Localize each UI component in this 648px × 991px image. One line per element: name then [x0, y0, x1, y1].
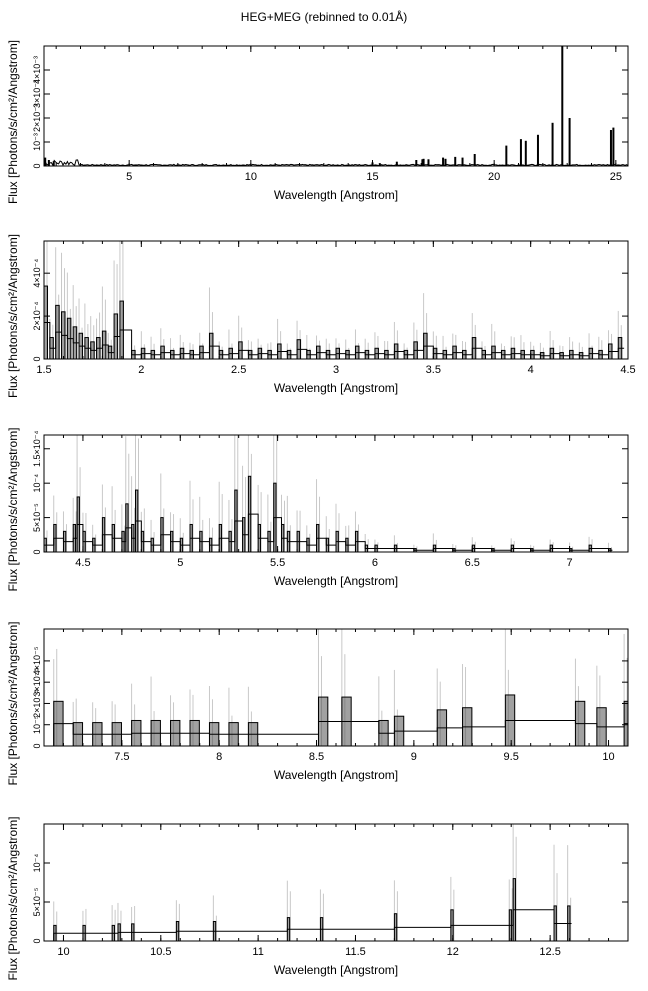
x-tick-label: 10.5	[150, 946, 171, 958]
panel-3: 4.5 5 5.5 6 6.5 7 0 5×10⁻⁵ 10⁻⁴ 1.5×10⁻⁴ Wavelengt…	[6, 427, 629, 592]
x-tick-label: 8.5	[309, 751, 324, 763]
x-tick-label: 4.5	[620, 364, 635, 376]
x-tick-label: 11	[252, 946, 263, 958]
chart-title: HEG+MEG (rebinned to 0.01Å)	[240, 10, 408, 24]
panel-4: 7.5 8 8.5 9 9.5 10 0 10⁻⁵2×10⁻⁵3×10⁻⁵4×10⁻⁵ Wave…	[6, 621, 629, 786]
y-tick-label: 4×10⁻³	[32, 56, 42, 84]
y-tick-label: 0	[32, 356, 42, 361]
x-axis-label: Wavelength [Angstrom]	[274, 188, 398, 202]
x-tick-label: 3.5	[426, 364, 441, 376]
y-axis-label: Flux [Photons/s/cm²/Angstrom]	[6, 234, 20, 398]
y-tick-label: 3×10⁻³	[32, 80, 42, 108]
y-tick-label: 1.5×10⁻⁴	[32, 430, 42, 467]
x-tick-label: 9	[411, 751, 417, 763]
x-tick-label: 12	[447, 946, 459, 958]
x-tick-label: 5	[177, 557, 183, 569]
histogram-outline	[53, 719, 628, 746]
panel-1: 5 10 15 20 25 0 10⁻³2×10⁻³3×10⁻³4×10⁻³ Waveleng…	[6, 40, 629, 204]
y-tick-label: 3×10⁻⁵	[32, 668, 42, 697]
x-tick-label: 10	[245, 171, 257, 183]
x-axis-label: Wavelength [Angstrom]	[274, 768, 398, 782]
y-tick-label: 0	[32, 743, 42, 748]
panel-5: 10 10.5 11 11.5 12 12.5 0 5×10⁻⁵ 10⁻⁴ Wavelength …	[6, 816, 629, 981]
x-tick-label: 2	[138, 364, 144, 376]
x-tick-label: 2.5	[231, 364, 246, 376]
x-axis-label: Wavelength [Angstrom]	[274, 963, 398, 977]
x-tick-label: 5.5	[270, 557, 285, 569]
y-tick-label: 10⁻⁵	[32, 715, 42, 734]
x-tick-label: 9.5	[504, 751, 519, 763]
plot-area	[44, 435, 613, 552]
spectrum-baseline	[44, 159, 628, 166]
y-axis-label: Flux [Photons/s/cm²/Angstrom]	[6, 40, 20, 204]
y-tick-label: 10⁻⁴	[32, 474, 42, 493]
y-axis-label: Flux [Photons/s/cm²/Angstrom]	[6, 621, 20, 785]
y-tick-label: 0	[32, 163, 42, 168]
x-tick-label: 7.5	[114, 751, 129, 763]
plot-area	[53, 824, 572, 941]
histogram-outline	[44, 322, 625, 359]
x-tick-label: 7	[567, 557, 573, 569]
y-tick-label: 5×10⁻⁵	[32, 887, 42, 916]
x-tick-label: 15	[366, 171, 378, 183]
x-axis-label: Wavelength [Angstrom]	[274, 574, 398, 588]
y-axis-label: Flux [Photons/s/cm²/Angstrom]	[6, 816, 20, 980]
y-tick-label: 2×10⁻⁴	[32, 302, 42, 331]
x-tick-label: 5	[126, 171, 132, 183]
x-tick-label: 3	[333, 364, 339, 376]
plot-area	[44, 46, 628, 166]
panel-2: 1.5 2 2.5 3 3.5 4 4.5 0 2×10⁻⁴ 4×10⁻⁴ Wavelength […	[6, 234, 636, 398]
y-tick-label: 4×10⁻⁵	[32, 646, 42, 675]
x-tick-label: 6.5	[465, 557, 480, 569]
plot-area	[53, 629, 628, 746]
y-tick-label: 0	[32, 549, 42, 554]
y-tick-label: 4×10⁻⁴	[32, 259, 42, 288]
histogram-outline	[44, 513, 613, 552]
x-tick-label: 12.5	[539, 946, 560, 958]
x-tick-label: 4	[528, 364, 534, 376]
x-axis-label: Wavelength [Angstrom]	[274, 381, 398, 395]
y-tick-label: 10⁻³	[32, 133, 42, 151]
x-tick-label: 11.5	[345, 946, 366, 958]
y-tick-label: 2×10⁻³	[32, 104, 42, 132]
x-tick-label: 25	[610, 171, 622, 183]
y-tick-label: 10⁻⁴	[32, 854, 42, 873]
x-tick-label: 10	[602, 751, 614, 763]
x-tick-label: 6	[372, 557, 378, 569]
plot-area	[44, 241, 625, 359]
y-tick-label: 2×10⁻⁵	[32, 689, 42, 718]
x-tick-label: 8	[216, 751, 222, 763]
y-tick-label: 5×10⁻⁵	[32, 503, 42, 532]
plot-frame	[43, 45, 629, 167]
x-tick-label: 20	[488, 171, 500, 183]
histogram-outline	[53, 909, 572, 941]
x-tick-label: 4.5	[75, 557, 90, 569]
x-tick-label: 10	[57, 946, 69, 958]
y-tick-label: 0	[32, 938, 42, 943]
x-tick-label: 1.5	[36, 364, 51, 376]
y-axis-label: Flux [Photons/s/cm²/Angstrom]	[6, 427, 20, 591]
